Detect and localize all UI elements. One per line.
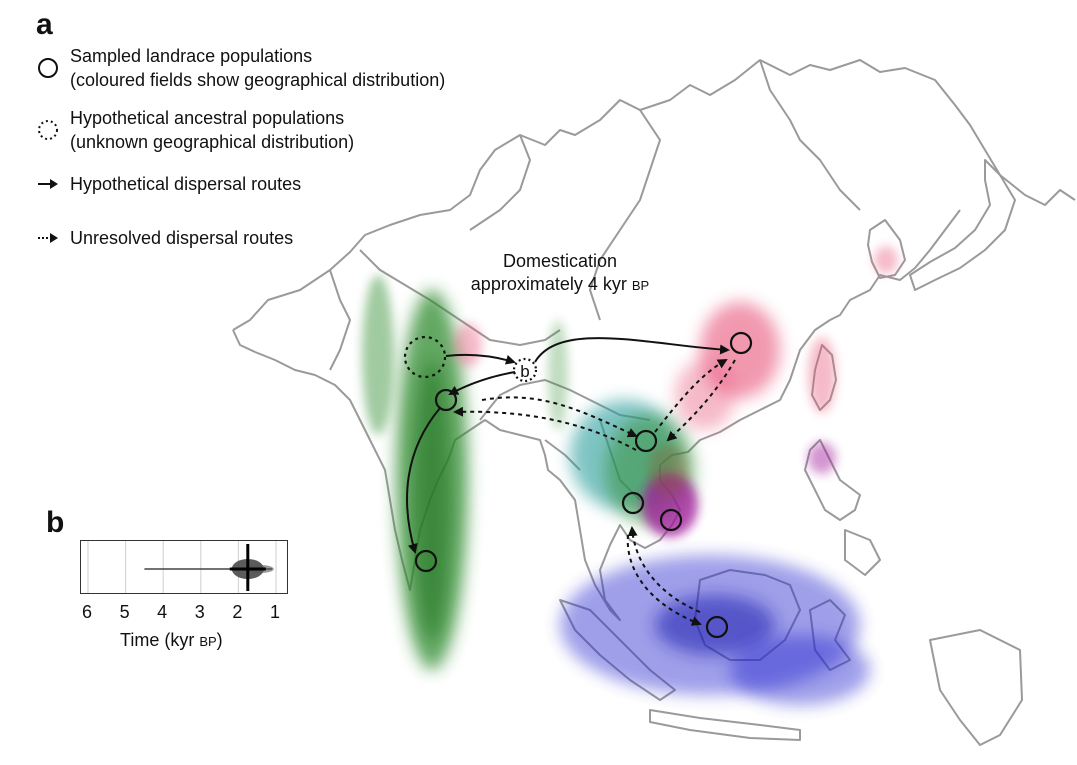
india-field-core bbox=[414, 360, 450, 640]
domestication-unit: BP bbox=[631, 278, 650, 293]
south-china-pink-tail bbox=[675, 360, 735, 430]
island-blue-field-core bbox=[655, 595, 775, 655]
route-b-to-south-china bbox=[534, 337, 730, 363]
mainland-outline bbox=[232, 59, 1076, 621]
panel-a-letter: a bbox=[36, 8, 53, 41]
korea-pink-field bbox=[874, 246, 898, 274]
indochina-green-field bbox=[605, 415, 695, 525]
axis-title-unit: BP bbox=[199, 634, 217, 649]
route-unresolved-indochina-india bbox=[453, 406, 637, 451]
node-south-china bbox=[729, 331, 753, 355]
timeline-axis-title: Time (kyr BP) bbox=[120, 630, 223, 651]
island-blue-field-main bbox=[560, 555, 860, 695]
indochina-teal-field bbox=[570, 400, 680, 510]
borneo-outline bbox=[694, 569, 801, 661]
node-island bbox=[705, 615, 729, 639]
solid-circle-icon bbox=[38, 58, 58, 78]
myanmar-field bbox=[548, 320, 568, 430]
taiwan-outline bbox=[811, 344, 837, 411]
route-ancestral-to-india-north bbox=[448, 371, 516, 395]
node-indochina-center bbox=[621, 491, 645, 515]
node-india-south bbox=[414, 549, 438, 573]
korea-outline bbox=[867, 219, 906, 279]
philippines-magenta-field bbox=[808, 442, 836, 474]
legend-unresolved-text: Unresolved dispersal routes bbox=[70, 228, 294, 248]
timeline-tick-label: 6 bbox=[81, 602, 93, 622]
axis-title-main: Time (kyr bbox=[120, 630, 200, 650]
coastline bbox=[232, 59, 1076, 746]
ancestral-node-india bbox=[403, 335, 447, 379]
route-unresolved-india-indochina bbox=[481, 396, 638, 438]
timeline-plot bbox=[80, 540, 288, 594]
domestication-line1: Domestication bbox=[502, 251, 618, 271]
india-field-west bbox=[362, 275, 394, 435]
route-ancestral-to-b bbox=[445, 353, 516, 365]
domestication-line2: approximately 4 kyr BP bbox=[440, 273, 680, 297]
legend-sampled-line1: Sampled landrace populations bbox=[70, 46, 313, 66]
java-outline bbox=[649, 709, 801, 741]
legend-unresolved: Unresolved dispersal routes bbox=[36, 226, 293, 250]
sulawesi-outline bbox=[809, 599, 851, 671]
route-unresolved-indochina-south-china-1 bbox=[654, 358, 728, 433]
legend-sampled: Sampled landrace populations (coloured f… bbox=[36, 44, 445, 92]
timeline-tick-label: 3 bbox=[194, 602, 205, 622]
timeline-svg bbox=[87, 541, 277, 593]
axis-title-end: ) bbox=[216, 630, 223, 650]
solid-arrow-icon bbox=[38, 179, 58, 189]
new-guinea-outline bbox=[929, 629, 1023, 746]
legend-dispersal-text: Hypothetical dispersal routes bbox=[70, 174, 302, 194]
ancestral-node-b bbox=[512, 357, 538, 383]
distribution-fields bbox=[362, 246, 898, 705]
timeline-tick-label: 2 bbox=[232, 602, 243, 622]
philippines-outline bbox=[804, 439, 881, 576]
japan-outline bbox=[909, 159, 1016, 291]
legend-dispersal: Hypothetical dispersal routes bbox=[36, 172, 301, 196]
timeline-tick-label: 4 bbox=[157, 602, 168, 622]
dotted-circle-icon bbox=[38, 120, 58, 140]
node-indochina-north bbox=[634, 429, 658, 453]
legend-ancestral: Hypothetical ancestral populations (unkn… bbox=[36, 106, 354, 154]
dispersal-routes bbox=[406, 337, 736, 626]
south-china-pink-field bbox=[700, 302, 780, 398]
india-field-main bbox=[396, 290, 468, 670]
pink-field-small bbox=[454, 323, 482, 367]
sumatra-outline bbox=[559, 599, 676, 701]
domestication-label: Domestication approximately 4 kyr BP bbox=[440, 250, 680, 297]
route-unresolved-indochina-island-2 bbox=[627, 526, 701, 613]
timeline-tick-label: 5 bbox=[119, 602, 130, 622]
route-india-north-to-south bbox=[406, 407, 441, 554]
domestication-time: approximately 4 kyr bbox=[470, 274, 632, 294]
route-unresolved-indochina-island-1 bbox=[626, 534, 702, 626]
dotted-arrow-icon bbox=[38, 233, 58, 243]
timeline-tick-label: 1 bbox=[269, 602, 281, 622]
timeline-tick-labels: 6 5 4 3 2 1 bbox=[70, 602, 300, 624]
indochina-brown-field bbox=[648, 445, 688, 495]
legend-ancestral-line2: (unknown geographical distribution) bbox=[70, 132, 355, 152]
population-nodes bbox=[403, 331, 753, 639]
node-india-north bbox=[434, 388, 458, 412]
node-indochina-south bbox=[659, 508, 683, 532]
indochina-magenta-field bbox=[642, 473, 698, 537]
node-b-label: b bbox=[520, 362, 529, 381]
legend-ancestral-line1: Hypothetical ancestral populations bbox=[70, 108, 345, 128]
route-unresolved-indochina-south-china-2 bbox=[666, 359, 736, 442]
legend-sampled-line2: (coloured fields show geographical distr… bbox=[70, 70, 446, 90]
taiwan-pink-field bbox=[808, 337, 836, 413]
island-blue-field-east bbox=[730, 635, 870, 705]
panel-b-letter: b bbox=[46, 506, 65, 539]
